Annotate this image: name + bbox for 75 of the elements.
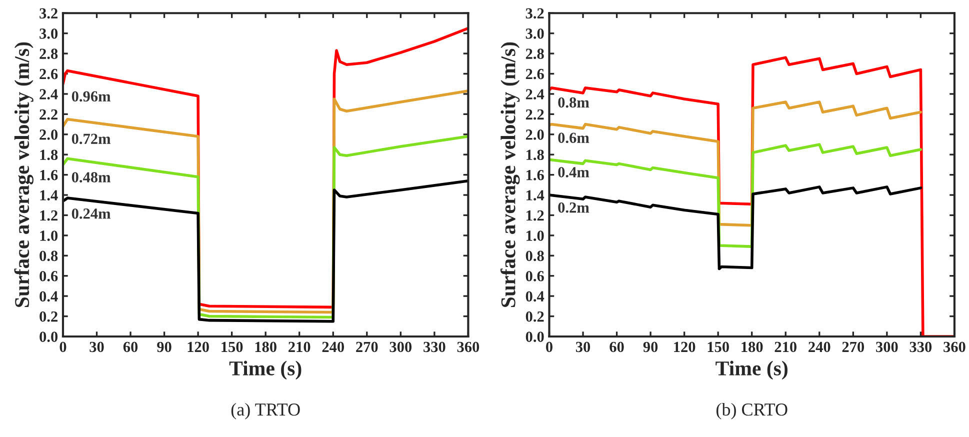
x-tick-label: 300	[390, 342, 412, 352]
line-series	[549, 186, 922, 270]
y-tick-label: 1.2	[40, 210, 58, 221]
series-label: 0.96m	[72, 91, 111, 102]
y-tick-label: 1.8	[40, 150, 58, 160]
x-tick-label: 120	[674, 342, 696, 352]
series-label: 0.4m	[558, 167, 590, 178]
x-tick-label: 0	[546, 342, 552, 352]
x-tick-label: 60	[123, 342, 138, 352]
y-tick-label: 2.8	[40, 48, 58, 60]
x-tick-label: 30	[576, 342, 590, 352]
y-tick-label: 0.2	[526, 311, 544, 322]
y-tick-label: 1.6	[40, 170, 58, 180]
y-tick-label: 2.0	[40, 130, 58, 140]
x-tick-label: 270	[842, 342, 864, 352]
x-tick-label: 330	[424, 342, 446, 352]
y-tick-label: 0.0	[526, 332, 544, 342]
y-tick-label: 3.2	[40, 8, 58, 19]
y-tick-label: 1.0	[40, 230, 58, 241]
y-tick-label: 2.8	[526, 48, 544, 60]
y-axis-title: Surface average velocity (m/s)	[500, 42, 520, 308]
y-tick-label: 1.6	[526, 170, 544, 180]
y-tick-label: 2.0	[526, 130, 544, 140]
y-tick-label: 1.8	[526, 150, 544, 160]
y-tick-label: 2.2	[40, 109, 58, 120]
y-axis-title: Surface average velocity (m/s)	[14, 42, 34, 308]
y-tick-label: 0.8	[40, 250, 58, 262]
x-axis-title: Time (s)	[229, 360, 302, 380]
x-tick-label: 90	[157, 342, 172, 352]
x-tick-label: 240	[808, 342, 830, 352]
x-axis-title: Time (s)	[716, 360, 788, 380]
x-tick-label: 210	[774, 342, 796, 352]
x-tick-label: 360	[944, 342, 966, 352]
y-tick-label: 2.4	[40, 89, 58, 100]
x-tick-label: 360	[457, 342, 480, 352]
y-tick-label: 2.6	[526, 68, 544, 80]
y-tick-label: 1.0	[526, 230, 544, 241]
x-tick-label: 180	[255, 342, 276, 352]
x-tick-label: 0	[60, 342, 66, 352]
y-tick-label: 1.4	[526, 190, 544, 201]
x-tick-label: 330	[910, 342, 932, 352]
x-tick-label: 60	[610, 342, 624, 352]
x-tick-label: 90	[643, 342, 658, 352]
x-tick-label: 120	[188, 342, 209, 352]
x-tick-label: 150	[222, 342, 243, 352]
x-tick-label: 300	[876, 342, 898, 352]
series-label: 0.72m	[72, 134, 111, 144]
series-label: 0.48m	[72, 172, 111, 182]
y-tick-label: 2.2	[526, 109, 544, 120]
text: (a) TRTO	[231, 402, 300, 420]
series-label: 0.6m	[558, 132, 590, 144]
y-tick-label: 2.4	[526, 89, 544, 100]
y-tick-label: 1.4	[40, 190, 58, 201]
x-tick-label: 240	[322, 342, 344, 352]
x-tick-label: 150	[708, 342, 729, 352]
y-tick-label: 3.0	[526, 28, 544, 39]
x-tick-label: 180	[742, 342, 763, 352]
x-tick-label: 30	[90, 342, 104, 352]
y-tick-label: 0.6	[526, 270, 544, 282]
series-label: 0.8m	[558, 97, 590, 108]
y-tick-label: 0.4	[40, 291, 58, 302]
y-tick-label: 0.2	[40, 311, 58, 322]
y-tick-label: 0.4	[526, 291, 544, 302]
y-tick-label: 2.6	[40, 68, 58, 80]
x-tick-label: 270	[356, 342, 378, 352]
text: (b) CRTO	[716, 402, 788, 420]
y-tick-label: 3.2	[526, 8, 544, 19]
x-tick-label: 210	[288, 342, 310, 352]
y-tick-label: 0.0	[40, 332, 58, 342]
y-tick-label: 3.0	[40, 28, 58, 39]
series-label: 0.2m	[558, 202, 590, 213]
y-tick-label: 0.8	[526, 250, 544, 262]
series-label: 0.24m	[72, 208, 111, 219]
y-tick-label: 1.2	[526, 210, 544, 221]
y-tick-label: 0.6	[40, 270, 58, 282]
